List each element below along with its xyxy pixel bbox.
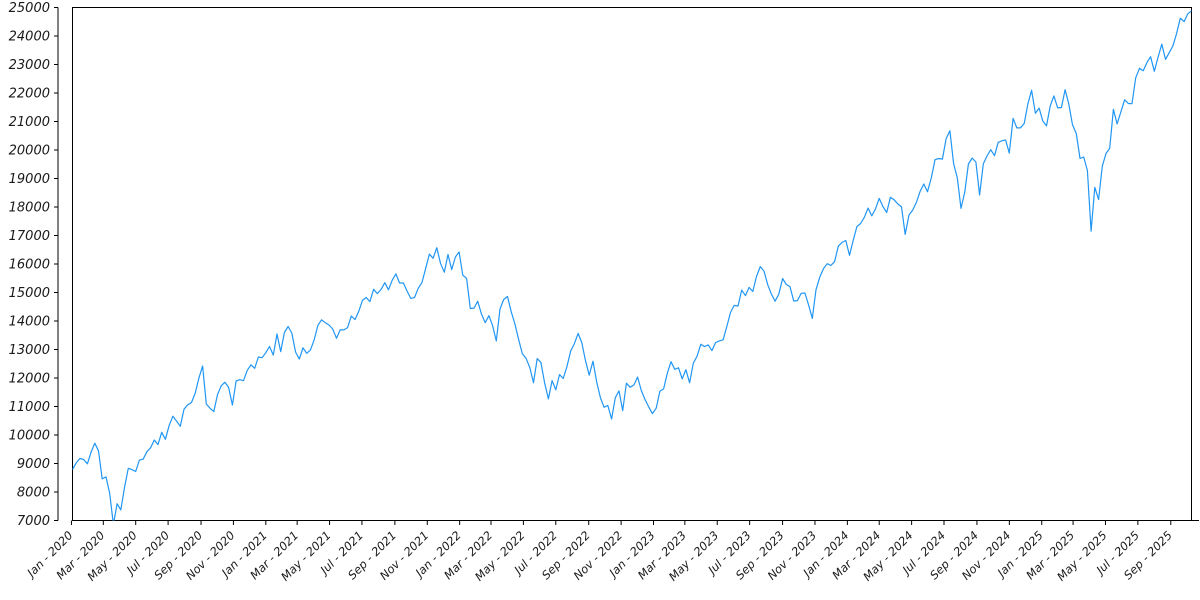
y-tick-label: 16000 — [9, 258, 50, 273]
y-tick-label: 18000 — [9, 201, 50, 216]
y-tick-label: 17000 — [9, 229, 50, 244]
y-tick-label: 15000 — [9, 286, 50, 301]
y-tick-label: 25000 — [9, 1, 50, 16]
plot-border — [72, 7, 1192, 521]
y-tick-label: 21000 — [9, 115, 50, 130]
price-line — [72, 10, 1192, 521]
y-tick-label: 12000 — [9, 372, 50, 387]
y-tick-label: 20000 — [9, 144, 50, 159]
y-tick-label: 13000 — [9, 343, 50, 358]
y-tick-label: 10000 — [9, 429, 50, 444]
y-tick-label: 23000 — [9, 58, 50, 73]
y-tick-label: 14000 — [9, 315, 50, 330]
y-tick-label: 11000 — [9, 400, 50, 415]
y-tick-label: 22000 — [9, 87, 50, 102]
y-tick-label: 24000 — [9, 30, 50, 45]
y-tick-label: 9000 — [17, 457, 50, 472]
y-axis: 7000 8000 9000 10000 11000 12000 13000 14000 150… — [9, 1, 59, 529]
y-tick-label: 7000 — [17, 514, 50, 529]
y-tick-label: 8000 — [17, 486, 50, 501]
y-tick-label: 19000 — [9, 172, 50, 187]
